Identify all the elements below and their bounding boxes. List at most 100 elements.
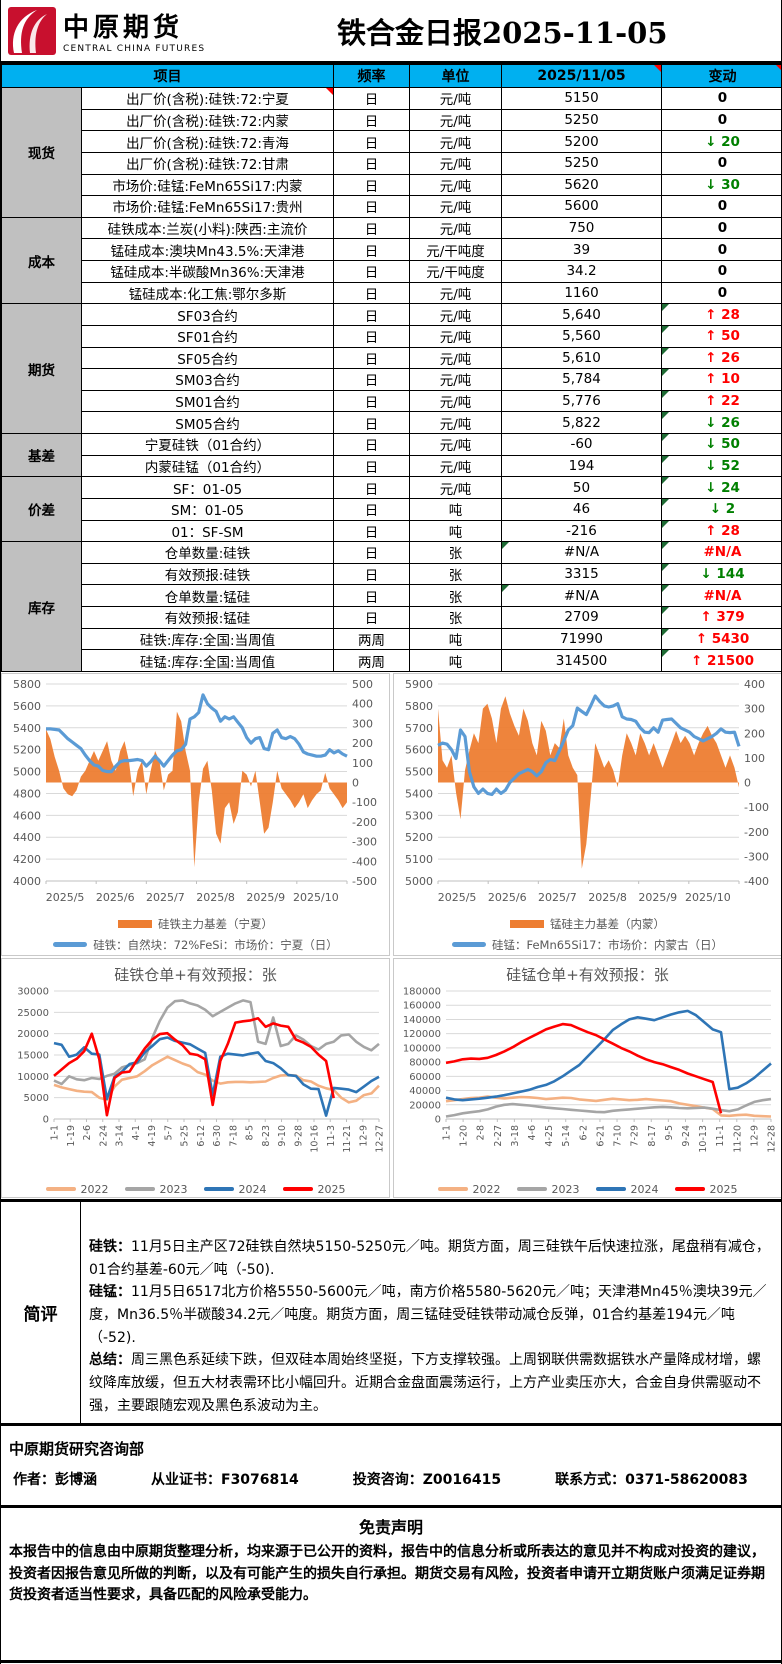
- svg-text:-200: -200: [352, 816, 377, 829]
- svg-text:400: 400: [352, 698, 373, 711]
- unit-cell: 张: [409, 584, 502, 607]
- series-swatch-icon: [282, 1187, 313, 1191]
- disclaimer-section: 免责声明 本报告中的信息由中原期货整理分析，均来源于已公开的资料，报告中的信息分…: [1, 1505, 781, 1663]
- svg-text:60000: 60000: [409, 1072, 441, 1083]
- unit-cell: 元/干吨度: [409, 260, 502, 283]
- value-cell: 34.2: [501, 260, 662, 283]
- change-cell: ↑ 26: [661, 346, 781, 370]
- freq-cell: 日: [333, 476, 410, 499]
- legend-label: 锰硅主力基差（内蒙）: [550, 916, 665, 931]
- table-row: SF01合约日元/吨 5,560 ↑ 50: [2, 324, 781, 348]
- unit-cell: 元/吨: [409, 476, 502, 499]
- svg-text:9-28: 9-28: [293, 1125, 304, 1147]
- row-group-现货: 现货: [1, 87, 82, 218]
- unit-cell: 元/吨: [409, 87, 502, 110]
- change-cell: ↓ 50: [661, 433, 781, 456]
- table-row: 01：SF-SM 日吨 -216 ↑ 28: [2, 519, 781, 543]
- svg-text:4-6: 4-6: [527, 1125, 538, 1141]
- commentary-text: 11月5日主产区72硅铁自然块5150-5250元／吨。期货方面，周三硅铁午后快…: [89, 1239, 770, 1278]
- svg-text:-100: -100: [352, 796, 377, 809]
- change-cell: ↑ 5430: [661, 627, 781, 651]
- svg-text:5400: 5400: [13, 722, 41, 735]
- item-cell: 出厂价(含税):硅铁:72:青海: [81, 130, 334, 153]
- sm-warrant-chart: 0 20000 40000 60000 80000 100000 120000 140000 1…: [403, 987, 778, 1153]
- svg-text:2025/6: 2025/6: [488, 891, 527, 904]
- change-cell: ↓ 144: [661, 562, 781, 586]
- sm-warrant-chart-legend: 2022 2023 2024 2025: [394, 1179, 781, 1199]
- svg-text:15000: 15000: [17, 1051, 49, 1062]
- col-header-2: 单位: [409, 64, 502, 88]
- svg-text:-500: -500: [352, 875, 377, 888]
- svg-text:80000: 80000: [409, 1058, 441, 1069]
- unit-cell: 元/吨: [409, 303, 502, 326]
- table-row: 锰硅成本:半碳酸Mn36%:天津港日元/干吨度 34.2 0: [2, 260, 781, 283]
- svg-text:9-24: 9-24: [681, 1125, 692, 1147]
- table-row: 有效预报:锰硅日张 2709 ↑ 379: [2, 606, 781, 629]
- advisory-cert: 投资咨询：Z0016415: [352, 1472, 502, 1488]
- table-row: 锰硅成本:化工焦:鄂尔多斯日元/吨 1160 0: [2, 281, 781, 305]
- svg-text:8-23: 8-23: [261, 1125, 272, 1147]
- freq-cell: 日: [333, 108, 410, 132]
- value-cell: 5,822: [501, 411, 662, 434]
- svg-text:5000: 5000: [24, 1093, 49, 1104]
- row-group-期货: 期货: [1, 303, 82, 434]
- logo-company-name: 中原期货: [63, 13, 184, 43]
- svg-text:6-2: 6-2: [578, 1125, 589, 1141]
- freq-cell: 日: [333, 606, 410, 629]
- svg-text:4-1: 4-1: [131, 1125, 142, 1141]
- table-row: 内蒙硅锰（01合约）日元/吨 194 ↓ 52: [2, 454, 781, 478]
- legend-label: 2025: [317, 1182, 346, 1196]
- legend-entry: 硅铁主力基差（宁夏）: [2, 913, 389, 934]
- table-row: 期货 SF03合约日元/吨 5,640 ↑ 28: [1, 303, 781, 434]
- svg-text:2025/9: 2025/9: [638, 891, 677, 904]
- value-cell: 5,784: [501, 368, 662, 391]
- col-header-1: 频率: [333, 64, 410, 88]
- table-row: SM03合约日元/吨 5,784 ↑ 10: [2, 368, 781, 391]
- row-group-价差: 价差: [1, 476, 82, 543]
- change-cell: ↓ 2: [661, 497, 781, 521]
- svg-text:-400: -400: [352, 855, 377, 868]
- unit-cell: 吨: [409, 627, 502, 651]
- svg-text:3-14: 3-14: [115, 1125, 126, 1147]
- legend-label: 2025: [709, 1182, 738, 1196]
- unit-cell: 张: [409, 541, 502, 564]
- svg-text:5600: 5600: [405, 744, 433, 757]
- value-cell: 5,776: [501, 389, 662, 413]
- svg-text:2025/8: 2025/8: [588, 891, 627, 904]
- svg-text:11-1: 11-1: [715, 1125, 726, 1147]
- svg-text:3-18: 3-18: [510, 1125, 521, 1147]
- freq-cell: 日: [333, 87, 410, 110]
- item-cell: 硅铁:库存:全国:当周值: [81, 627, 334, 651]
- unit-cell: 元/吨: [409, 108, 502, 132]
- svg-text:4400: 4400: [13, 831, 41, 844]
- basis-charts-row: 4000 4200 4400 4600 4800 5000 5200 5400 5600 5800…: [1, 672, 781, 957]
- svg-text:2-24: 2-24: [98, 1125, 109, 1147]
- svg-text:300: 300: [352, 717, 373, 730]
- series-swatch-icon: [674, 1187, 705, 1191]
- freq-cell: 日: [333, 389, 410, 413]
- change-cell: 0: [661, 108, 781, 132]
- svg-text:4800: 4800: [13, 787, 41, 800]
- price-table: 项目 频率 单位 2025/11/05 变动 现货 出厂价(含税):硅铁:72:宁夏日元/…: [1, 64, 781, 672]
- change-cell: ↓ 24: [661, 476, 781, 499]
- item-cell: SF03合约: [81, 303, 334, 326]
- row-group-成本: 成本: [1, 216, 82, 305]
- svg-text:12-27: 12-27: [375, 1125, 386, 1153]
- value-cell: 5200: [501, 130, 662, 153]
- contact-phone: 联系方式：0371-58620083: [555, 1472, 748, 1488]
- freq-cell: 两周: [333, 649, 410, 672]
- svg-text:-100: -100: [744, 801, 769, 814]
- unit-cell: 张: [409, 606, 502, 629]
- legend-label: 2022: [472, 1182, 501, 1196]
- svg-text:8-17: 8-17: [647, 1125, 658, 1147]
- item-cell: 有效预报:硅铁: [81, 562, 334, 586]
- legend-entry-2023: 2023: [124, 1183, 188, 1196]
- area-swatch-icon: [118, 919, 152, 928]
- item-cell: 仓单数量:硅铁: [81, 541, 334, 564]
- legend-entry: 锰硅主力基差（内蒙）: [394, 913, 781, 934]
- svg-text:180000: 180000: [403, 987, 441, 998]
- freq-cell: 日: [333, 541, 410, 564]
- unit-cell: 元/吨: [409, 173, 502, 197]
- table-row: 仓单数量:锰硅日张 #N/A #N/A: [2, 584, 781, 607]
- svg-text:120000: 120000: [403, 1029, 441, 1040]
